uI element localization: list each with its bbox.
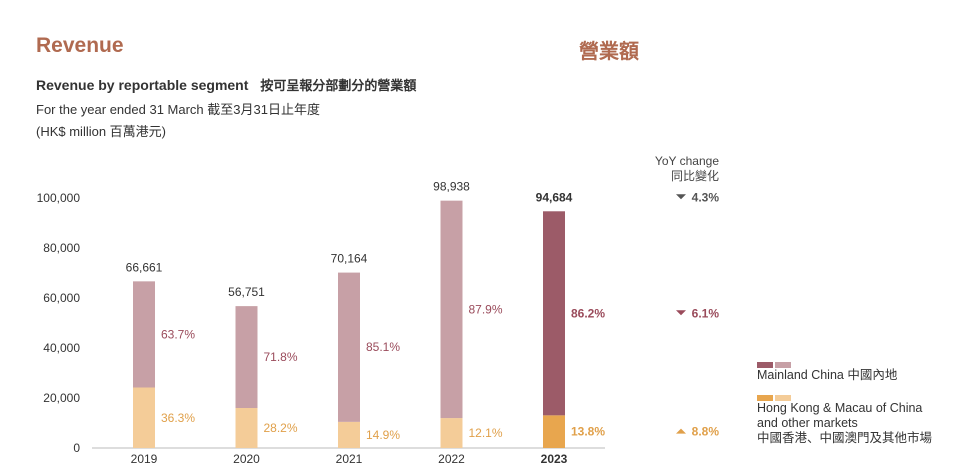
yoy-value: 8.8%	[692, 425, 720, 439]
legend-swatch-dark	[757, 362, 773, 368]
yoy-header-zh: 同比變化	[670, 169, 719, 183]
bar-hk-2020	[235, 407, 258, 448]
bar-hk-2021	[338, 421, 360, 448]
page-title: Revenue	[36, 34, 124, 57]
bar-mainland-2021	[338, 272, 360, 422]
total-label: 56,751	[228, 285, 265, 299]
legend-swatch-dark	[757, 395, 773, 401]
bar-mainland-2022	[440, 200, 463, 419]
total-label: 66,661	[126, 260, 163, 274]
y-tick-label: 80,000	[43, 241, 80, 255]
subtitle-en: Revenue by reportable segment	[36, 77, 249, 93]
legend-swatch-light	[775, 395, 791, 401]
pct-label-mainland: 71.8%	[264, 350, 298, 364]
legend-mainland-label: Mainland China 中國內地	[757, 368, 898, 382]
x-tick-label: 2019	[131, 452, 158, 466]
legend-hk-label-3: 中國香港、中國澳門及其他市場	[757, 431, 933, 445]
legend-mainland: Mainland China 中國內地	[757, 357, 897, 383]
pct-label-hk: 13.8%	[571, 425, 605, 439]
bar-mainland-2023	[543, 211, 565, 416]
legend-hk-swatch	[757, 390, 932, 401]
total-label: 98,938	[433, 180, 470, 194]
x-tick-label: 2021	[336, 452, 363, 466]
total-label: 70,164	[331, 252, 368, 266]
bar-hk-2023	[543, 415, 565, 448]
unit-note: (HK$ million 百萬港元)	[36, 124, 167, 139]
bar-mainland-2020	[235, 306, 258, 408]
bar-hk-2022	[440, 418, 463, 448]
pct-label-mainland: 87.9%	[469, 302, 503, 316]
page-title-chinese: 營業額	[579, 39, 639, 63]
pct-label-hk: 36.3%	[161, 411, 195, 425]
x-tick-label: 2023	[541, 452, 568, 466]
y-tick-label: 0	[73, 441, 80, 455]
total-label: 94,684	[536, 190, 573, 204]
arrow-down-icon	[676, 310, 686, 316]
yoy-value: 4.3%	[692, 190, 720, 204]
pct-label-hk: 14.9%	[366, 428, 400, 442]
yoy-header-en: YoY change	[654, 154, 719, 168]
legend-hk-label-1: Hong Kong & Macau of China	[757, 401, 923, 415]
pct-label-mainland: 85.1%	[366, 340, 400, 354]
yoy-value: 6.1%	[692, 306, 720, 320]
legend-hk-label-2: and other markets	[757, 416, 858, 430]
legend-hk: Hong Kong & Macau of China and other mar…	[757, 390, 932, 446]
arrow-down-icon	[676, 194, 686, 200]
period-note: For the year ended 31 March 截至3月31日止年度	[36, 102, 320, 117]
x-tick-label: 2022	[438, 452, 465, 466]
pct-label-mainland: 86.2%	[571, 306, 605, 320]
bar-mainland-2019	[133, 281, 155, 388]
legend-swatch-light	[775, 362, 791, 368]
legend-mainland-swatch	[757, 357, 897, 368]
y-tick-label: 100,000	[37, 191, 81, 205]
y-tick-label: 20,000	[43, 391, 80, 405]
pct-label-hk: 12.1%	[469, 426, 503, 440]
arrow-up-icon	[676, 428, 686, 434]
x-tick-label: 2020	[233, 452, 260, 466]
subtitle-zh: 按可呈報分部劃分的營業額	[260, 79, 417, 94]
pct-label-hk: 28.2%	[264, 421, 298, 435]
pct-label-mainland: 63.7%	[161, 327, 195, 341]
yoy-header: YoY change 同比變化	[640, 154, 719, 184]
y-tick-label: 40,000	[43, 341, 80, 355]
bar-hk-2019	[133, 387, 155, 448]
chart-subtitle: Revenue by reportable segment 按可呈報分部劃分的營業…	[36, 75, 416, 94]
y-tick-label: 60,000	[43, 291, 80, 305]
